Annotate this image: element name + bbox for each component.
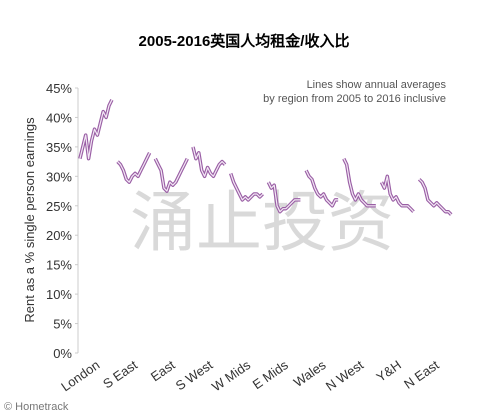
x-tick-label: N East xyxy=(401,357,442,392)
y-tick-label: 45% xyxy=(46,81,72,96)
x-tick-label: E Mids xyxy=(250,357,292,392)
y-tick-label: 10% xyxy=(46,287,72,302)
line-inner xyxy=(117,152,151,183)
y-tick-label: 20% xyxy=(46,228,72,243)
annotation: Lines show annual averages by region from… xyxy=(263,79,446,105)
y-tick-label: 35% xyxy=(46,140,72,155)
x-tick-label: S East xyxy=(100,357,140,391)
y-tick-label: 5% xyxy=(53,317,72,332)
x-tick-label: W Mids xyxy=(209,357,254,394)
line-inner xyxy=(305,170,339,207)
line-inner xyxy=(192,146,226,177)
y-tick-label: 25% xyxy=(46,199,72,214)
x-tick-label: N West xyxy=(323,357,367,394)
x-tick-label: S West xyxy=(173,357,216,393)
x-tick-label: Wales xyxy=(291,357,329,390)
line-inner xyxy=(418,178,452,216)
line-inner xyxy=(79,99,113,160)
line-outline xyxy=(78,99,114,161)
line-inner xyxy=(154,158,188,192)
line-outline xyxy=(417,178,453,216)
chart-title: 2005-2016英国人均租金/收入比 xyxy=(139,32,350,50)
y-tick-label: 40% xyxy=(46,110,72,125)
y-tick-label: 15% xyxy=(46,258,72,273)
line-outline xyxy=(191,146,227,179)
line-inner xyxy=(380,175,414,213)
x-tick-label: Y&H xyxy=(373,357,404,385)
y-axis-label: Rent as a % single person earnings xyxy=(22,117,37,323)
y-tick-label: 30% xyxy=(46,169,72,184)
source: © Hometrack xyxy=(4,401,69,413)
line-inner xyxy=(343,158,376,207)
y-tick-label: 0% xyxy=(53,346,72,361)
x-tick-label: London xyxy=(58,357,102,394)
line-inner xyxy=(267,181,301,213)
line-inner xyxy=(230,173,264,201)
